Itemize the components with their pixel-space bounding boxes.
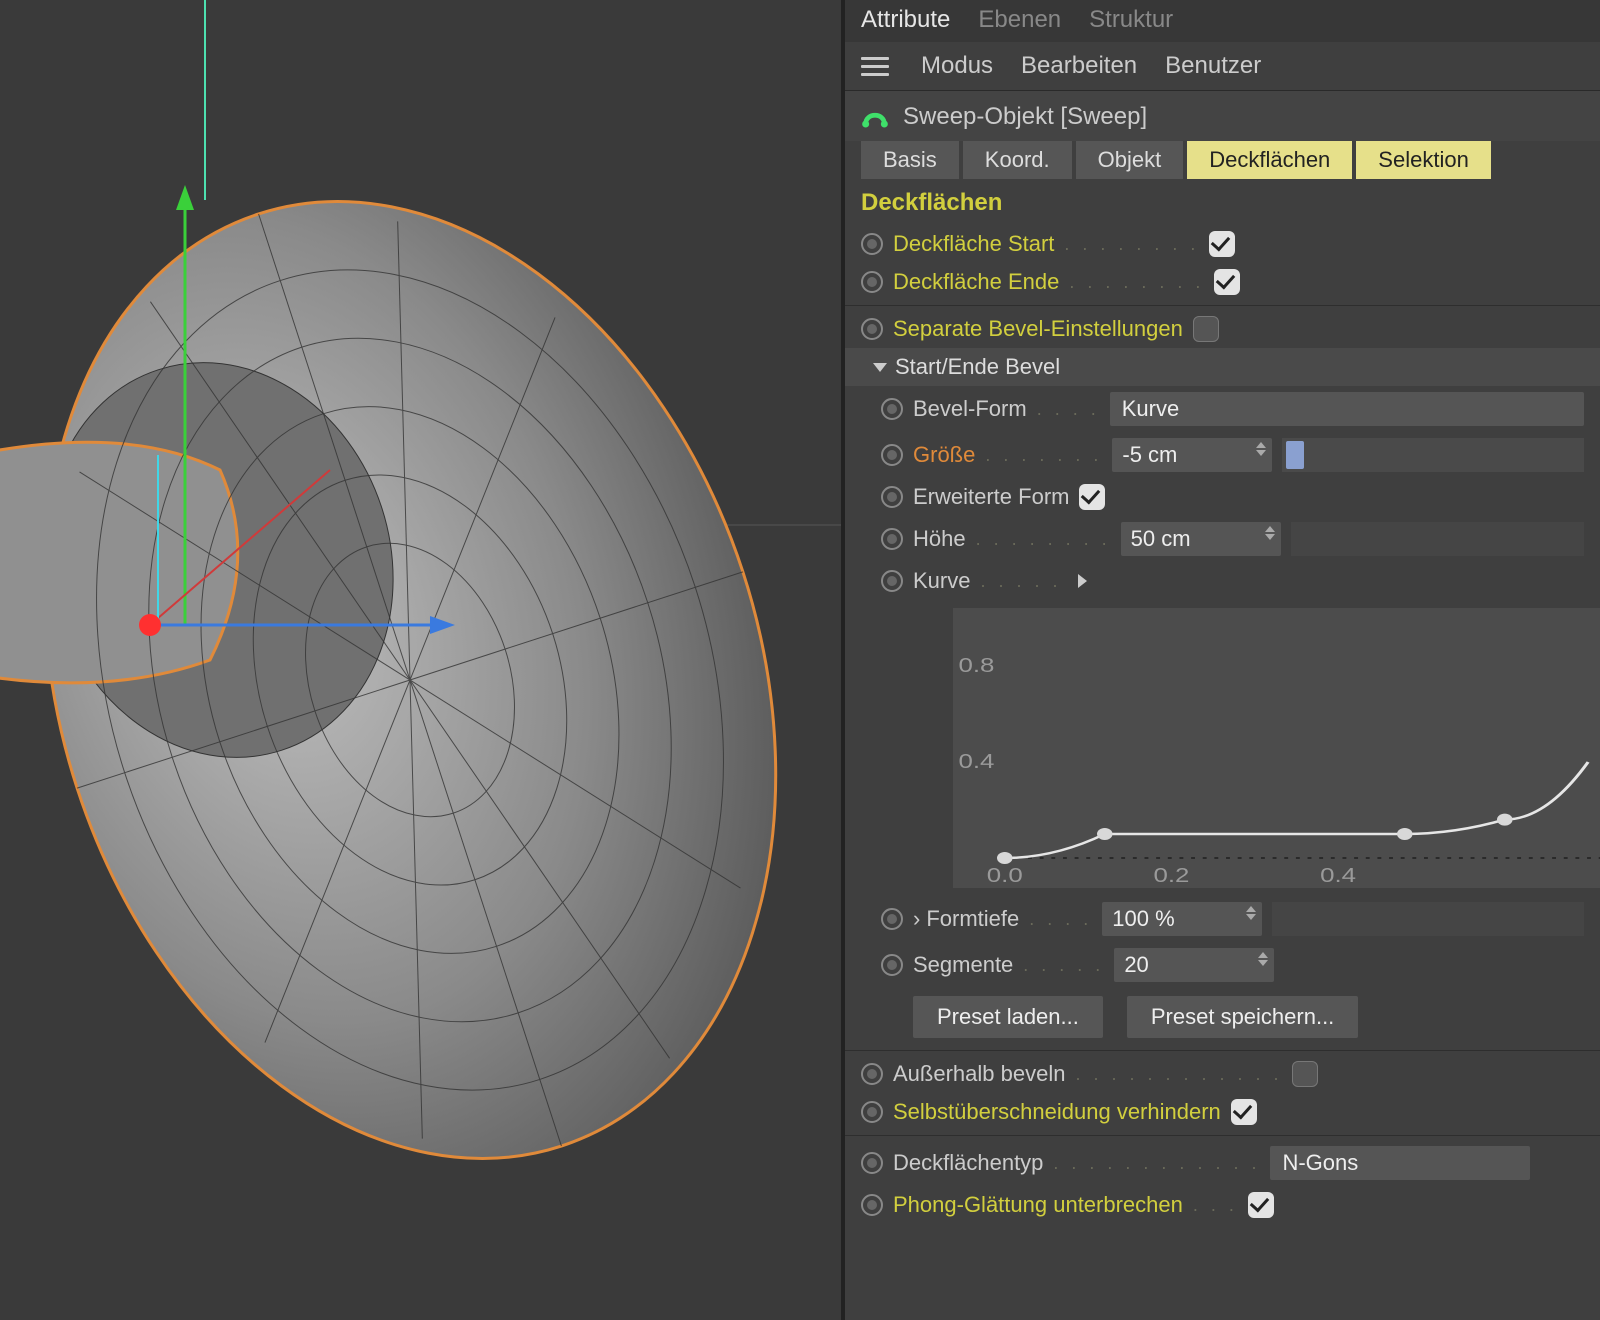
sweep-icon <box>861 103 889 131</box>
slider-groesse[interactable] <box>1282 438 1584 472</box>
radio-hoehe[interactable] <box>881 528 903 550</box>
dots: . . . <box>1193 1195 1238 1216</box>
tab-ebenen[interactable]: Ebenen <box>978 6 1061 34</box>
menu-benutzer[interactable]: Benutzer <box>1165 52 1261 80</box>
label-segmente: Segmente <box>913 952 1013 978</box>
formtiefe-value: 100 % <box>1112 906 1174 932</box>
dots: . . . . . . . <box>985 445 1102 466</box>
tab-objekt[interactable]: Objekt <box>1076 141 1184 179</box>
dots: . . . . . . . . . . . . <box>1053 1153 1260 1174</box>
groesse-value: -5 cm <box>1122 442 1177 468</box>
checkbox-deck-ende[interactable] <box>1214 269 1240 295</box>
radio-ausserhalb[interactable] <box>861 1063 883 1085</box>
slider-hoehe[interactable] <box>1291 522 1584 556</box>
preset-load-button[interactable]: Preset laden... <box>913 996 1103 1038</box>
dropdown-bevel-form[interactable]: Kurve <box>1110 392 1584 426</box>
label-kurve: Kurve <box>913 568 970 594</box>
radio-separate-bevel[interactable] <box>861 318 883 340</box>
radio-deck-ende[interactable] <box>861 271 883 293</box>
radio-kurve[interactable] <box>881 570 903 592</box>
dots: . . . . . <box>980 571 1061 592</box>
label-formtiefe: Formtiefe <box>926 906 1019 932</box>
radio-formtiefe[interactable] <box>881 908 903 930</box>
svg-text:0.4: 0.4 <box>1320 864 1356 886</box>
attribute-menubar: Modus Bearbeiten Benutzer <box>845 42 1600 91</box>
chevron-down-icon <box>873 363 887 372</box>
tab-basis[interactable]: Basis <box>861 141 959 179</box>
radio-deck-start[interactable] <box>861 233 883 255</box>
label-phong: Phong-Glättung unterbrechen <box>893 1192 1183 1218</box>
viewport-canvas <box>0 0 845 1320</box>
label-deckflaechentyp: Deckflächentyp <box>893 1150 1043 1176</box>
tab-struktur[interactable]: Struktur <box>1089 6 1173 34</box>
label-deck-start: Deckfläche Start <box>893 231 1054 257</box>
section-heading: Deckflächen <box>845 179 1600 225</box>
dots: . . . . <box>1029 909 1092 930</box>
chevron-right-icon[interactable] <box>1078 574 1087 588</box>
dots: . . . . . . . . <box>1064 234 1199 255</box>
hoehe-value: 50 cm <box>1131 526 1191 552</box>
tab-selektion[interactable]: Selektion <box>1356 141 1491 179</box>
label-ausserhalb: Außerhalb beveln <box>893 1061 1065 1087</box>
label-selbst: Selbstüberschneidung verhindern <box>893 1099 1221 1125</box>
checkbox-phong[interactable] <box>1248 1192 1274 1218</box>
label-bevel-form: Bevel-Form <box>913 396 1027 422</box>
svg-text:0.0: 0.0 <box>987 864 1023 886</box>
mesh-sweep <box>0 106 845 1254</box>
radio-bevel-form[interactable] <box>881 398 903 420</box>
tab-deckflaechen[interactable]: Deckflächen <box>1187 141 1352 179</box>
dots: . . . . <box>1037 399 1100 420</box>
viewport-3d[interactable] <box>0 0 845 1320</box>
svg-text:0.2: 0.2 <box>1153 864 1189 886</box>
radio-segmente[interactable] <box>881 954 903 976</box>
property-tabs: Basis Koord. Objekt Deckflächen Selektio… <box>845 141 1600 179</box>
svg-text:0.8: 0.8 <box>958 654 994 676</box>
input-groesse[interactable]: -5 cm <box>1112 438 1272 472</box>
dots: . . . . . . . . <box>976 529 1111 550</box>
input-hoehe[interactable]: 50 cm <box>1121 522 1281 556</box>
attribute-panel: Attribute Ebenen Struktur Modus Bearbeit… <box>845 0 1600 1320</box>
radio-erweiterte-form[interactable] <box>881 486 903 508</box>
radio-selbst[interactable] <box>861 1101 883 1123</box>
label-groesse: Größe <box>913 442 975 468</box>
dots: . . . . . . . . <box>1069 272 1204 293</box>
dots: . . . . . <box>1023 955 1104 976</box>
radio-deckflaechentyp[interactable] <box>861 1152 883 1174</box>
input-formtiefe[interactable]: 100 % <box>1102 902 1262 936</box>
slider-formtiefe[interactable] <box>1272 902 1584 936</box>
label-separate-bevel: Separate Bevel-Einstellungen <box>893 316 1183 342</box>
curve-editor[interactable]: 0.8 0.4 0.0 0.2 0.4 <box>953 608 1600 888</box>
label-erweiterte-form: Erweiterte Form <box>913 484 1069 510</box>
checkbox-deck-start[interactable] <box>1209 231 1235 257</box>
deckflaechentyp-value: N-Gons <box>1282 1150 1358 1176</box>
label-start-ende-bevel: Start/Ende Bevel <box>895 354 1060 380</box>
checkbox-separate-bevel[interactable] <box>1193 316 1219 342</box>
input-segmente[interactable]: 20 <box>1114 948 1274 982</box>
bevel-form-value: Kurve <box>1122 396 1179 422</box>
dots: . . . . . . . . . . . . <box>1075 1064 1282 1085</box>
panel-tabs: Attribute Ebenen Struktur <box>845 0 1600 42</box>
tab-koord[interactable]: Koord. <box>963 141 1072 179</box>
tab-attribute[interactable]: Attribute <box>861 6 950 34</box>
hamburger-icon[interactable] <box>861 57 889 76</box>
menu-modus[interactable]: Modus <box>921 52 993 80</box>
menu-bearbeiten[interactable]: Bearbeiten <box>1021 52 1137 80</box>
radio-groesse[interactable] <box>881 444 903 466</box>
radio-phong[interactable] <box>861 1194 883 1216</box>
checkbox-ausserhalb[interactable] <box>1292 1061 1318 1087</box>
checkbox-erweiterte-form[interactable] <box>1079 484 1105 510</box>
object-header: Sweep-Objekt [Sweep] <box>845 91 1600 141</box>
checkbox-selbst[interactable] <box>1231 1099 1257 1125</box>
segmente-value: 20 <box>1124 952 1148 978</box>
object-title: Sweep-Objekt [Sweep] <box>903 103 1147 131</box>
subheader-start-ende-bevel[interactable]: Start/Ende Bevel <box>845 348 1600 386</box>
label-deck-ende: Deckfläche Ende <box>893 269 1059 295</box>
svg-text:0.4: 0.4 <box>958 750 994 772</box>
label-hoehe: Höhe <box>913 526 966 552</box>
dropdown-deckflaechentyp[interactable]: N-Gons <box>1270 1146 1530 1180</box>
preset-save-button[interactable]: Preset speichern... <box>1127 996 1358 1038</box>
